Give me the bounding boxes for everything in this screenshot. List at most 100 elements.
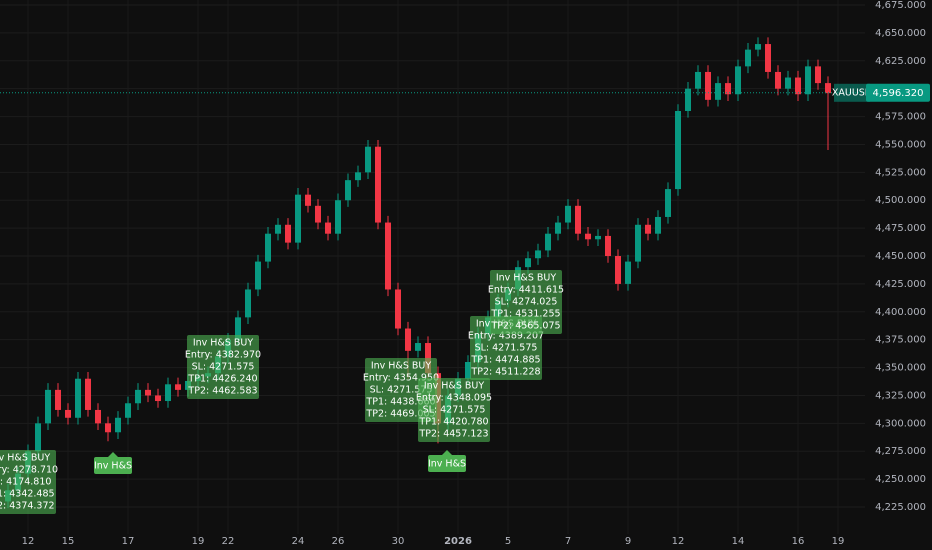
x-tick-label: 19 xyxy=(192,536,205,547)
signal-text: TP1: 4531.255 xyxy=(490,309,560,320)
candle-body xyxy=(375,146,381,223)
marker-arrow xyxy=(108,452,118,457)
candle-body xyxy=(255,261,261,290)
candle-body xyxy=(265,233,271,262)
x-tick-label: 2026 xyxy=(444,536,472,547)
x-tick-label: 19 xyxy=(832,536,845,547)
candle-body xyxy=(315,205,321,223)
y-tick-label: 4,325.000 xyxy=(875,390,926,401)
signal-text: TP1: 4474.885 xyxy=(470,355,540,366)
marker-label: Inv H&S xyxy=(94,461,132,472)
candle-body xyxy=(725,83,731,95)
candle-body xyxy=(695,71,701,89)
y-tick-label: 4,400.000 xyxy=(875,307,926,318)
candle-body xyxy=(95,409,101,424)
candle-body xyxy=(35,423,41,452)
x-tick-label: 22 xyxy=(222,536,235,547)
x-tick-label: 24 xyxy=(292,536,305,547)
signal-text: SL: 4271.575 xyxy=(370,385,433,396)
signal-text: TP1: 4342.485 xyxy=(0,489,55,500)
candle-body xyxy=(575,205,581,234)
y-tick-label: 4,300.000 xyxy=(875,418,926,429)
x-tick-label: 12 xyxy=(22,536,35,547)
candle-body xyxy=(85,378,91,410)
price-tag-bg xyxy=(866,83,930,102)
signal-text: TP1: 4426.240 xyxy=(187,374,257,385)
candle-body xyxy=(135,389,141,404)
y-tick-label: 4,575.000 xyxy=(875,112,926,123)
y-tick-label: 4,525.000 xyxy=(875,167,926,178)
y-tick-label: 4,225.000 xyxy=(875,502,926,513)
signal-text: Entry: 4411.615 xyxy=(488,285,564,296)
signal-text: TP1: 4420.780 xyxy=(418,417,488,428)
candle-body xyxy=(235,317,241,340)
candle-body xyxy=(565,205,571,223)
marker-arrow xyxy=(442,450,452,455)
signal-box-bg xyxy=(418,378,490,442)
candle-body xyxy=(305,194,311,206)
candle-body xyxy=(805,66,811,95)
pattern-marker: Inv H&S xyxy=(94,452,132,474)
candle-body xyxy=(355,172,361,181)
signal-text: TP2: 4462.583 xyxy=(187,386,257,397)
y-tick-label: 4,275.000 xyxy=(875,446,926,457)
candle-body xyxy=(785,77,791,89)
marker-bg xyxy=(428,455,466,472)
candle-body xyxy=(345,180,351,201)
x-tick-label: 5 xyxy=(505,536,511,547)
signal-box-bg xyxy=(0,450,56,514)
signal-box-bg xyxy=(187,335,259,399)
y-tick-label: 4,500.000 xyxy=(875,195,926,206)
signal-text: Entry: 4354.950 xyxy=(363,373,439,384)
candle-body xyxy=(715,83,721,100)
candle-body xyxy=(45,389,51,424)
candle-body xyxy=(665,189,671,217)
candle-body xyxy=(815,66,821,84)
signal-text: TP2: 4565.075 xyxy=(490,321,560,332)
candle-body xyxy=(325,222,331,234)
candle-body xyxy=(415,343,421,351)
signal-text: Inv H&S BUY xyxy=(496,273,557,284)
candle-body xyxy=(755,44,761,50)
candle-body xyxy=(635,224,641,262)
signal-text: Inv H&S BUY xyxy=(0,453,50,464)
y-tick-label: 4,475.000 xyxy=(875,223,926,234)
y-tick-label: 4,625.000 xyxy=(875,56,926,67)
signal-text: Inv H&S BUY xyxy=(371,361,432,372)
candle-body xyxy=(175,384,181,390)
x-tick-label: 9 xyxy=(625,536,631,547)
candle-body xyxy=(685,88,691,111)
candle-body xyxy=(155,395,161,402)
candle-body xyxy=(555,222,561,234)
candle-body xyxy=(165,384,171,402)
candle-body xyxy=(525,258,531,268)
signal-text: Inv H&S BUY xyxy=(424,381,485,392)
candle-body xyxy=(65,409,71,418)
candle-body xyxy=(795,77,801,95)
signal-text: TP2: 4457.123 xyxy=(418,429,488,440)
signal-text: Inv H&S BUY xyxy=(193,338,254,349)
y-tick-label: 4,375.000 xyxy=(875,335,926,346)
candle-body xyxy=(595,235,601,240)
signal-text: Entry: 4348.095 xyxy=(416,393,492,404)
candle-body xyxy=(745,49,751,67)
candle-body xyxy=(825,83,831,94)
candle-body xyxy=(605,235,611,257)
signal-text: Entry: 4278.710 xyxy=(0,465,58,476)
candle-body xyxy=(295,194,301,243)
candle-body xyxy=(655,216,661,234)
symbol-tag-bg xyxy=(834,83,870,102)
x-tick-label: 26 xyxy=(332,536,345,547)
candle-body xyxy=(75,378,81,418)
price-axis: 4,225.000 4,250.000 4,275.000 4,300.000 4,32… xyxy=(22,0,930,547)
y-tick-label: 4,425.000 xyxy=(875,279,926,290)
signal-text: SL: 4274.025 xyxy=(495,297,558,308)
signal-text: TP2: 4374.372 xyxy=(0,501,55,512)
candle-body xyxy=(675,110,681,190)
signal-text: Entry: 4389.207 xyxy=(468,331,544,342)
